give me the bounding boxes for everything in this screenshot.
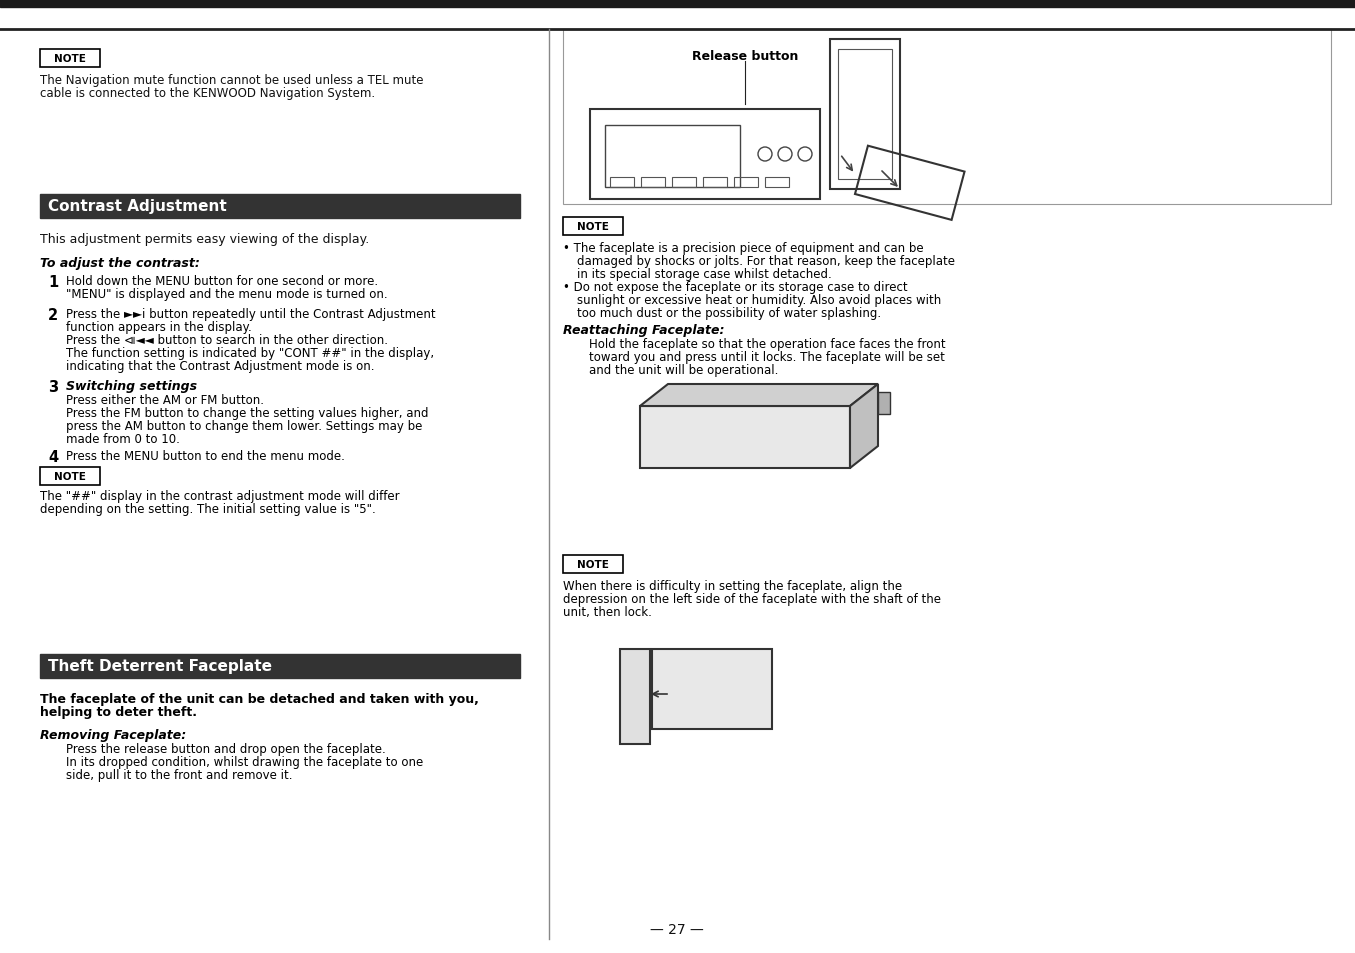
Text: and the unit will be operational.: and the unit will be operational. [589,364,778,376]
Text: unit, then lock.: unit, then lock. [562,605,652,618]
Text: To adjust the contrast:: To adjust the contrast: [41,256,201,270]
Bar [41,50,100,68]
Text: depression on the left side of the faceplate with the shaft of the: depression on the left side of the facep… [562,593,940,605]
Text: The faceplate of the unit can be detached and taken with you,: The faceplate of the unit can be detache… [41,692,478,705]
Text: 4: 4 [47,450,58,464]
Text: NOTE: NOTE [577,222,608,232]
Polygon shape [640,385,878,407]
Bar [41,655,520,679]
Bar [766,178,789,188]
Text: Removing Faceplate:: Removing Faceplate: [41,728,186,741]
Text: 2: 2 [47,308,58,323]
Bar [604,126,740,188]
Text: "MENU" is displayed and the menu mode is turned on.: "MENU" is displayed and the menu mode is… [66,288,388,301]
Text: indicating that the Contrast Adjustment mode is on.: indicating that the Contrast Adjustment … [66,359,374,373]
Text: cable is connected to the KENWOOD Navigation System.: cable is connected to the KENWOOD Naviga… [41,87,375,100]
Text: The "##" display in the contrast adjustment mode will differ: The "##" display in the contrast adjustm… [41,490,400,502]
Text: sunlight or excessive heat or humidity. Also avoid places with: sunlight or excessive heat or humidity. … [577,294,942,307]
Text: press the AM button to change them lower. Settings may be: press the AM button to change them lower… [66,419,423,433]
Text: depending on the setting. The initial setting value is "5".: depending on the setting. The initial se… [41,502,375,516]
Bar [41,194,520,219]
Text: Press the release button and drop open the faceplate.: Press the release button and drop open t… [66,742,386,755]
Bar [652,649,772,729]
Text: Press the FM button to change the setting values higher, and: Press the FM button to change the settin… [66,407,428,419]
Bar [831,40,900,190]
Text: 1: 1 [47,274,58,290]
Text: NOTE: NOTE [54,472,85,481]
Text: in its special storage case whilst detached.: in its special storage case whilst detac… [577,268,832,281]
Text: Hold the faceplate so that the operation face faces the front: Hold the faceplate so that the operation… [589,337,946,351]
Text: NOTE: NOTE [54,54,85,64]
Bar [610,178,634,188]
Bar [878,393,890,415]
Text: The Navigation mute function cannot be used unless a TEL mute: The Navigation mute function cannot be u… [41,74,424,87]
Text: NOTE: NOTE [577,559,608,569]
Text: Switching settings: Switching settings [66,379,196,393]
Text: Press either the AM or FM button.: Press either the AM or FM button. [66,394,264,407]
Bar [672,178,696,188]
Text: Contrast Adjustment: Contrast Adjustment [47,199,226,214]
Text: 3: 3 [47,379,58,395]
Text: • Do not expose the faceplate or its storage case to direct: • Do not expose the faceplate or its sto… [562,281,908,294]
Text: The function setting is indicated by "CONT ##" in the display,: The function setting is indicated by "CO… [66,347,434,359]
Text: side, pull it to the front and remove it.: side, pull it to the front and remove it… [66,768,293,781]
Text: function appears in the display.: function appears in the display. [66,320,252,334]
Text: Press the ⧏◄◄ button to search in the other direction.: Press the ⧏◄◄ button to search in the ot… [66,334,388,347]
Bar [855,147,965,221]
Text: Theft Deterrent Faceplate: Theft Deterrent Faceplate [47,659,272,674]
Bar [621,649,650,744]
Bar [837,50,892,180]
Text: — 27 —: — 27 — [650,923,703,936]
Text: helping to deter theft.: helping to deter theft. [41,705,196,719]
Bar [640,407,850,469]
Bar [0,0,1355,8]
Text: • The faceplate is a precision piece of equipment and can be: • The faceplate is a precision piece of … [562,242,924,254]
Text: too much dust or the possibility of water splashing.: too much dust or the possibility of wate… [577,307,881,319]
Polygon shape [850,385,878,469]
Text: made from 0 to 10.: made from 0 to 10. [66,433,180,446]
Bar [562,30,1331,205]
Text: When there is difficulty in setting the faceplate, align the: When there is difficulty in setting the … [562,579,902,593]
Bar [562,556,623,574]
Text: This adjustment permits easy viewing of the display.: This adjustment permits easy viewing of … [41,233,370,246]
Text: Release button: Release button [692,50,798,63]
Text: damaged by shocks or jolts. For that reason, keep the faceplate: damaged by shocks or jolts. For that rea… [577,254,955,268]
Text: Press the MENU button to end the menu mode.: Press the MENU button to end the menu mo… [66,450,346,462]
Bar [589,110,820,200]
Bar [41,468,100,485]
Text: In its dropped condition, whilst drawing the faceplate to one: In its dropped condition, whilst drawing… [66,755,423,768]
Bar [641,178,665,188]
Bar [703,178,728,188]
Text: Press the ►►i button repeatedly until the Contrast Adjustment: Press the ►►i button repeatedly until th… [66,308,435,320]
Text: toward you and press until it locks. The faceplate will be set: toward you and press until it locks. The… [589,351,944,364]
Text: Reattaching Faceplate:: Reattaching Faceplate: [562,324,725,336]
Text: Hold down the MENU button for one second or more.: Hold down the MENU button for one second… [66,274,378,288]
Bar [562,218,623,235]
Bar [734,178,757,188]
